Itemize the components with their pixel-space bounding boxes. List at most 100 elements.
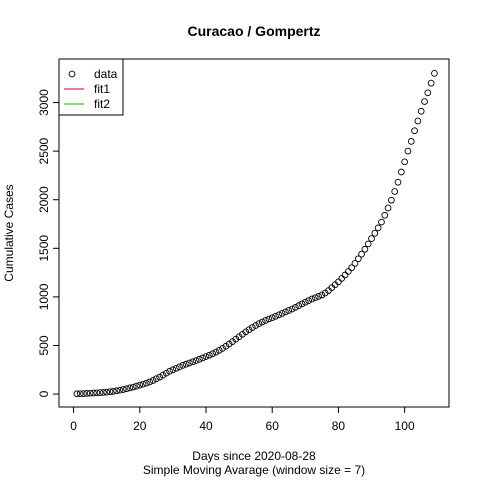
data-point [272,312,279,320]
data-point [265,315,273,323]
y-tick-label: 2500 [37,137,51,164]
y-tick-label: 1000 [37,283,51,310]
data-point [388,196,395,204]
data-point [305,297,312,304]
data-point [404,147,412,155]
data-point [176,363,183,371]
data-point [212,348,220,356]
data-point [245,326,253,334]
data-point [103,388,111,396]
data-point [143,379,150,387]
data-point [374,224,382,232]
data-point [427,79,435,87]
x-tick-label: 60 [266,419,280,433]
data-point [119,386,127,393]
data-points [73,70,438,398]
data-point [308,295,316,303]
y-axis-label: Cumulative Cases [2,184,16,281]
data-point [156,373,163,381]
data-point [123,385,130,393]
data-point [182,360,190,368]
x-axis-label: Days since 2020-08-28 [192,449,316,463]
data-point [86,389,94,397]
data-point [90,389,97,397]
data-point [255,320,263,327]
data-point [354,255,362,263]
data-point [298,300,306,308]
data-point [179,362,187,369]
data-point [348,264,356,272]
data-point [397,168,405,176]
data-point [414,117,422,125]
x-tick-label: 20 [133,419,147,433]
data-point [133,382,140,390]
y-tick-label: 3000 [37,89,51,116]
x-tick-label: 100 [395,419,415,433]
data-point [278,310,286,317]
data-point [162,369,170,377]
data-point [209,350,216,358]
data-point [301,298,309,306]
data-point [113,387,120,395]
data-point [258,318,266,326]
x-axis-sublabel: Simple Moving Avarage (window size = 7) [143,463,365,477]
data-point [401,158,408,166]
data-point [421,98,428,105]
y-tick-label: 2000 [37,186,51,213]
data-point [311,294,319,302]
data-point [361,245,369,253]
data-point [222,342,230,350]
data-point [192,357,200,364]
data-point [378,218,385,226]
data-point [417,107,425,115]
data-point [159,371,167,379]
legend-label-fit2: fit2 [94,97,110,111]
data-point [371,229,379,237]
data-point [248,324,256,331]
data-point [93,389,101,397]
data-point [407,138,415,145]
data-point [341,271,349,279]
data-point [275,311,283,319]
data-point [391,188,399,195]
data-point [288,305,296,313]
legend-label-fit1: fit1 [94,82,110,96]
data-point [315,293,322,300]
legend-box [58,58,124,116]
data-point [219,345,226,352]
data-point [285,307,293,314]
data-point [262,317,269,324]
data-point [199,354,207,362]
data-point [100,389,107,396]
data-point [83,390,91,397]
data-point [189,358,197,366]
data-point [252,322,260,329]
data-point [292,304,299,311]
data-point [345,268,352,275]
data-point [196,355,203,363]
data-point [295,302,303,309]
data-point [166,367,173,375]
data-point [381,211,389,219]
data-point [126,384,134,392]
data-point [424,89,432,97]
data-point [73,390,81,398]
y-tick-label: 1500 [37,235,51,262]
data-point [351,260,359,267]
data-point [186,359,193,367]
data-point [358,250,365,258]
data-point [109,388,117,395]
x-axis: 0 20 40 60 80 100 [70,406,415,433]
y-tick-label: 0 [37,390,51,397]
data-point [76,390,84,398]
data-point [129,383,137,391]
data-point [106,388,114,396]
data-point [268,314,276,322]
data-point [96,389,104,396]
data-point [116,386,124,394]
legend-swatch-data [68,70,76,78]
data-point [139,380,147,388]
chart-title: Curacao / Gompertz [187,23,320,39]
data-point [80,390,87,397]
